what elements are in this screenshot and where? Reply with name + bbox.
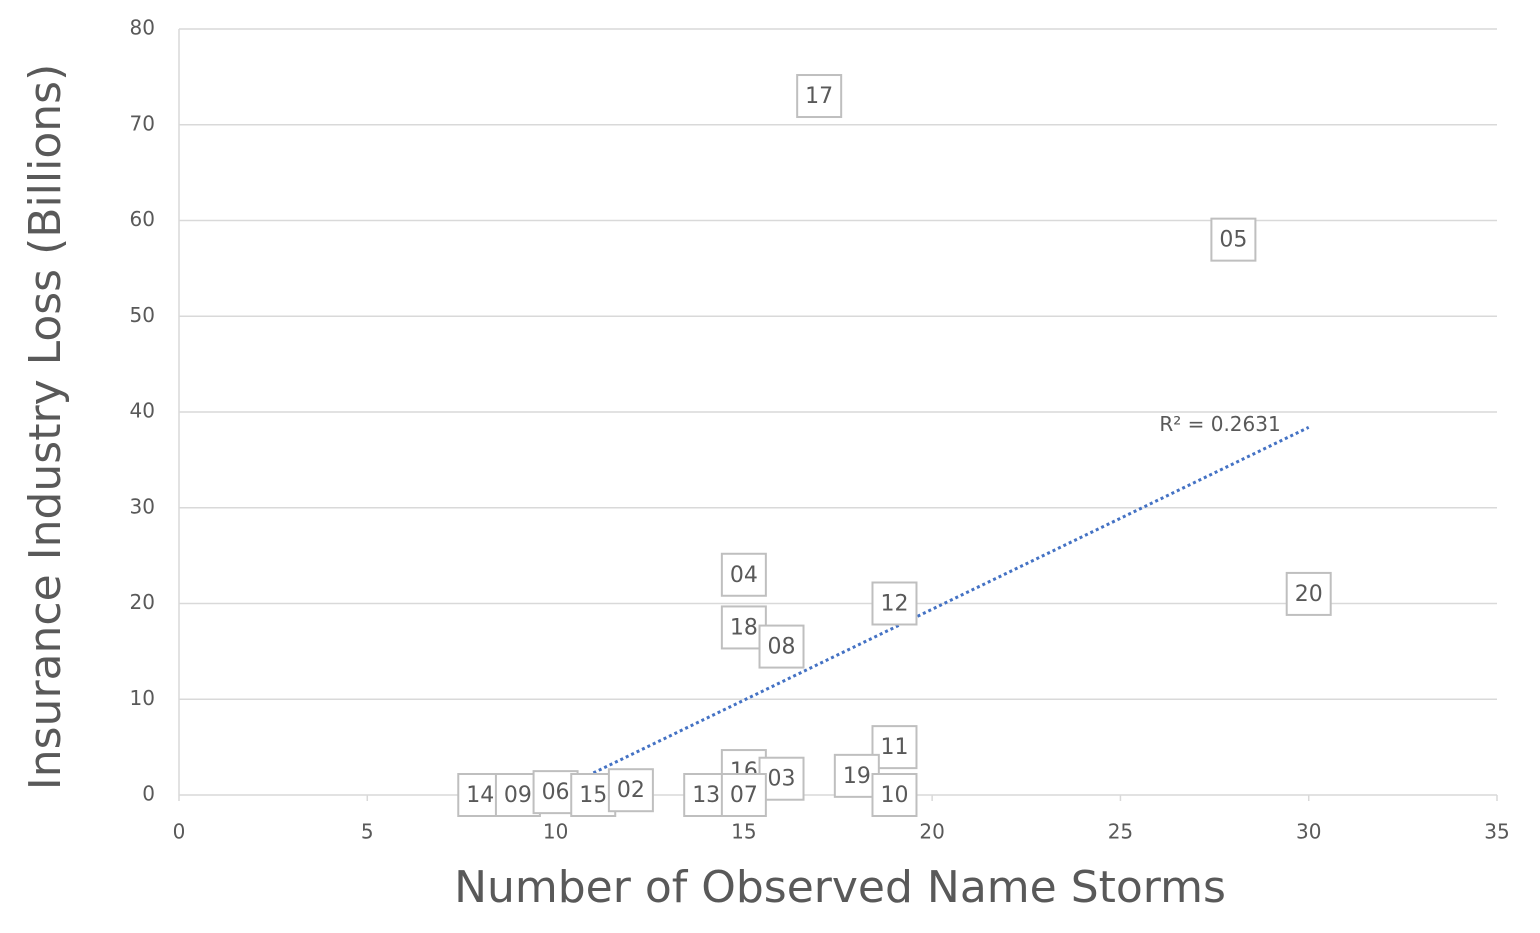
point-label: 14 [466, 783, 494, 808]
point-label: 20 [1295, 582, 1323, 607]
x-tick-label: 5 [361, 820, 374, 844]
point-label: 18 [730, 615, 758, 640]
point-label-box [796, 74, 843, 119]
y-tick-label: 20 [130, 590, 155, 614]
point-label: 07 [730, 783, 758, 808]
point-label: 08 [768, 635, 796, 660]
point-label: 10 [880, 783, 908, 808]
trendline [554, 425, 1310, 793]
x-axis-title: Number of Observed Name Storms [454, 862, 1226, 913]
y-tick-label: 70 [130, 111, 155, 135]
y-axis-title: Insurance Industry Loss (Billions) [20, 64, 71, 790]
x-tick-label: 25 [1108, 820, 1133, 844]
point-label: 19 [843, 764, 871, 789]
x-tick-label: 30 [1296, 820, 1321, 844]
point-label: 17 [805, 84, 833, 109]
point-label: 06 [542, 780, 570, 805]
y-tick-label: 10 [130, 686, 155, 710]
y-tick-label: 30 [130, 494, 155, 518]
point-label: 04 [730, 563, 758, 588]
point-label-box [1210, 217, 1257, 262]
y-tick-label: 0 [142, 782, 155, 806]
point-label: 09 [504, 783, 532, 808]
point-label-box [607, 768, 654, 813]
x-tick-label: 20 [919, 820, 944, 844]
point-label-box [1285, 571, 1332, 616]
point-label: 03 [768, 767, 796, 792]
y-tick-label: 60 [130, 207, 155, 231]
y-tick-label: 40 [130, 399, 155, 423]
point-label: 13 [692, 783, 720, 808]
x-tick-label: 15 [731, 820, 756, 844]
trendline-label: R² = 0.2631 [1159, 412, 1280, 436]
point-label: 05 [1219, 228, 1247, 253]
x-tick-label: 0 [173, 820, 186, 844]
point-label-box [720, 552, 767, 597]
point-label: 02 [617, 778, 645, 803]
point-label-box [758, 624, 805, 669]
point-label-box [720, 773, 767, 817]
point-label: 15 [579, 783, 607, 808]
point-label-box [871, 773, 918, 817]
y-tick-label: 50 [130, 303, 155, 327]
x-tick-label: 35 [1484, 820, 1509, 844]
x-tick-label: 10 [543, 820, 568, 844]
y-tick-label: 80 [130, 16, 155, 40]
point-label: 11 [880, 735, 908, 760]
point-label: 12 [880, 592, 908, 617]
point-label-box [871, 581, 918, 626]
